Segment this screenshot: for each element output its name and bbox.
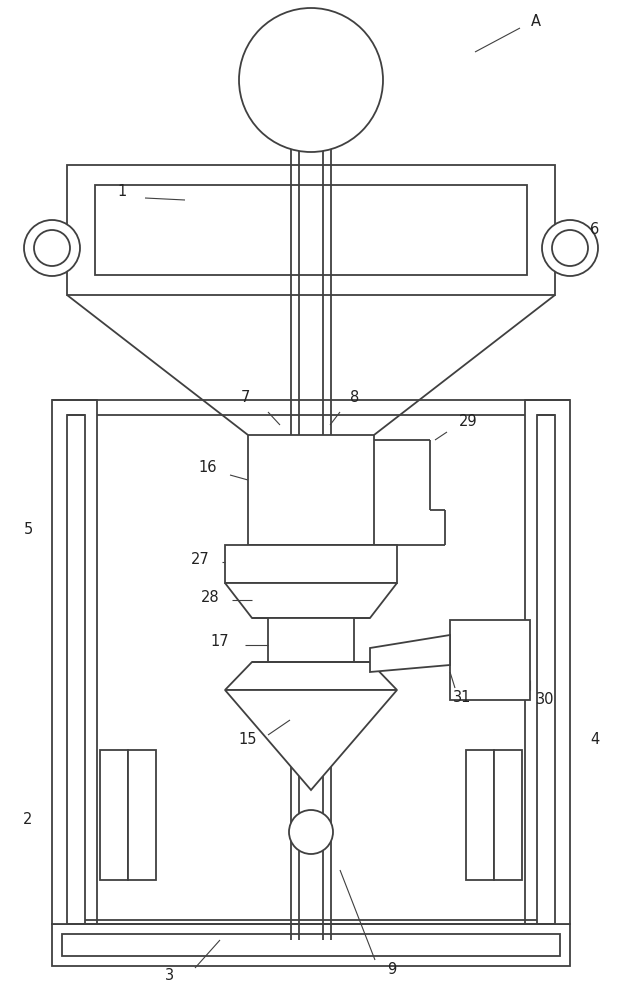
Bar [525, 400, 570, 924]
Bar [300, 50, 322, 96]
Circle shape [552, 230, 588, 266]
Bar [67, 415, 85, 924]
Circle shape [289, 810, 333, 854]
Text: 15: 15 [239, 732, 258, 748]
Text: 27: 27 [190, 552, 210, 568]
Polygon shape [225, 662, 397, 690]
Text: 16: 16 [199, 460, 217, 476]
Bar [248, 435, 374, 545]
Circle shape [34, 230, 70, 266]
Polygon shape [225, 690, 397, 790]
Bar [225, 545, 397, 583]
Circle shape [239, 8, 383, 152]
Bar [297, 20, 325, 38]
Text: 6: 6 [590, 223, 600, 237]
Text: 31: 31 [453, 690, 471, 706]
Text: A: A [531, 14, 541, 29]
Text: 30: 30 [536, 692, 554, 708]
Bar [67, 165, 555, 295]
Text: 8: 8 [350, 390, 360, 406]
Bar [128, 750, 156, 880]
Text: 5: 5 [24, 522, 32, 538]
Bar [537, 415, 555, 924]
Text: 1: 1 [118, 184, 127, 200]
Text: 29: 29 [458, 414, 477, 430]
Bar [293, 36, 329, 50]
Bar [52, 400, 97, 924]
Text: 3: 3 [165, 968, 175, 982]
Text: 4: 4 [590, 732, 600, 748]
Text: 7: 7 [240, 390, 249, 406]
Text: 17: 17 [211, 635, 230, 650]
Bar [494, 750, 522, 880]
Bar [268, 618, 354, 662]
Text: 28: 28 [201, 590, 220, 605]
Bar [95, 185, 527, 275]
Text: 2: 2 [23, 812, 33, 828]
Bar [52, 924, 570, 966]
Bar [100, 750, 128, 880]
Polygon shape [370, 635, 450, 672]
Text: 9: 9 [388, 962, 397, 978]
Polygon shape [225, 583, 397, 618]
Circle shape [542, 220, 598, 276]
Bar [293, 94, 329, 108]
Bar [62, 934, 560, 956]
Bar [450, 620, 530, 700]
Circle shape [24, 220, 80, 276]
Bar [466, 750, 494, 880]
